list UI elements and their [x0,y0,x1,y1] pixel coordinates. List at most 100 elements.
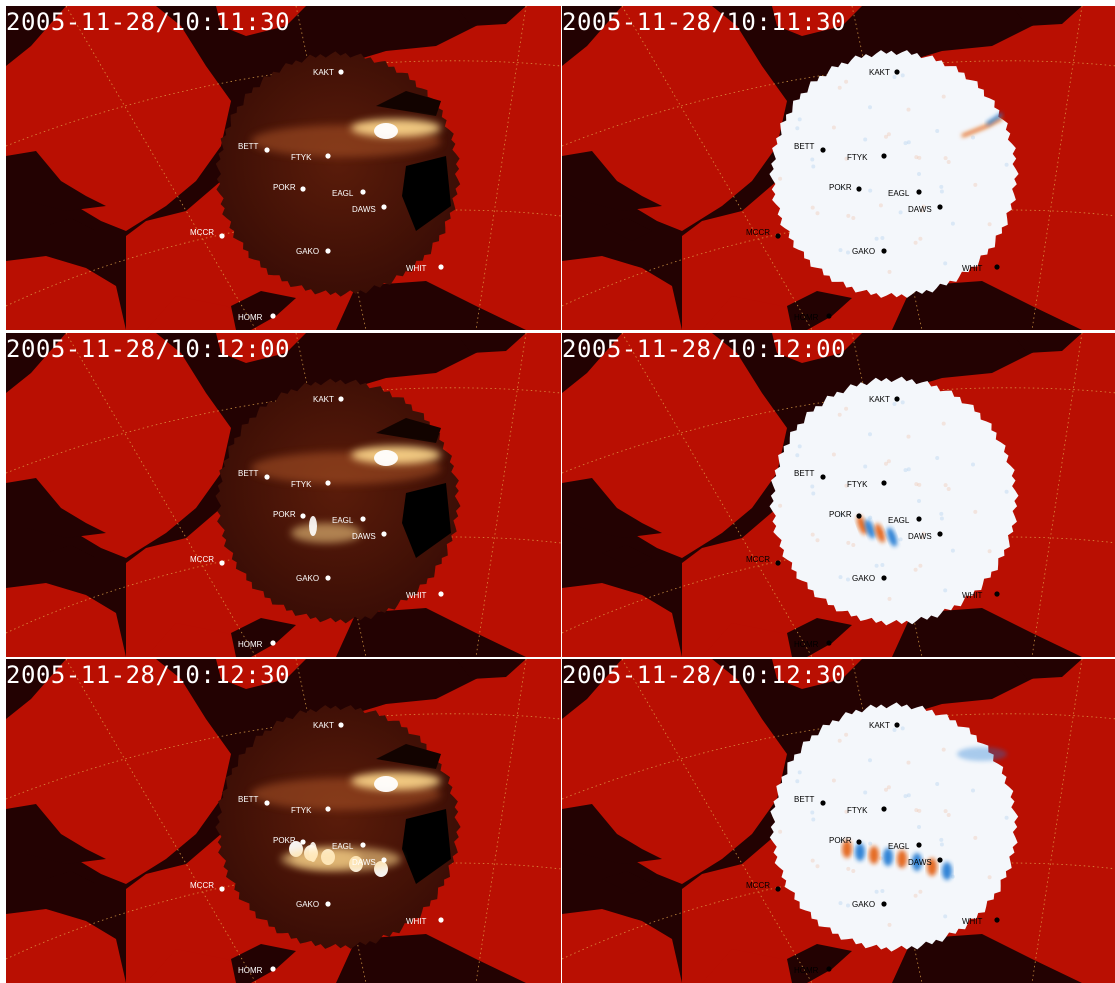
station-mccr: MCCR [190,228,225,239]
diff-speckle [950,548,955,553]
station-label: WHIT [962,591,983,600]
station-markers: KAKT BETT FTYK POKR EAGL DAWS MCCR GAKO WHIT HOMR [190,395,444,649]
station-dot-icon [881,806,887,812]
diff-speckle [884,461,888,466]
diff-speckle [837,85,842,90]
water-polygon [892,281,1082,330]
station-dot-icon [894,69,900,75]
station-pokr: POKR [273,183,306,192]
water-polygon [787,618,852,657]
graticule-line [1031,659,1083,983]
diff-speckle [946,160,951,164]
water-polygon [456,6,526,26]
diff-speckle [886,459,891,464]
asi-disk [215,378,461,624]
diff-speckle [939,842,944,847]
diff-speckle [946,813,951,817]
land-polygon [702,623,812,657]
station-dot-icon [219,560,225,566]
water-polygon [46,545,96,568]
station-dot-icon [264,147,270,153]
station-dot-icon [775,233,781,239]
diff-speckle [920,535,924,540]
diff-speckle [880,889,885,893]
diff-feature [986,112,1003,126]
land-polygon [216,659,306,689]
water-polygon [6,478,106,538]
station-label: DAWS [352,205,376,214]
diff-speckle [914,482,919,487]
station-markers: KAKT BETT FTYK POKR EAGL DAWS MCCR GAKO WHIT HOMR [746,395,1000,649]
station-ftyk: FTYK [847,153,887,162]
diff-speckle [906,140,911,145]
map-canvas: KAKT BETT FTYK POKR EAGL DAWS MCCR GAKO WHIT HOMR [6,659,561,983]
land-polygon [6,909,126,983]
diff-speckle [892,402,897,406]
station-bett: BETT [794,142,826,153]
station-gako: GAKO [296,900,331,909]
station-dot-icon [338,722,344,728]
diff-speckle [815,211,820,216]
station-dot-icon [894,722,900,728]
station-dot-icon [438,264,444,270]
station-label: EAGL [888,842,910,851]
graticule-line [562,387,1115,474]
station-bett: BETT [794,469,826,480]
diff-speckle [846,577,850,582]
diff-speckle [874,889,879,894]
station-label: EAGL [888,189,910,198]
diff-speckle [874,236,879,241]
land-polygon [146,296,256,330]
station-dot-icon [994,591,1000,597]
aurora-arc-core [374,776,398,792]
station-gako: GAKO [296,247,331,256]
station-dot-icon [438,591,444,597]
asi-missing-sector [376,418,441,443]
station-mccr: MCCR [746,555,781,566]
station-gako: GAKO [852,247,887,256]
diff-speckle [831,778,836,783]
station-dot-icon [325,806,331,812]
all-sky-image-mosaic [215,378,461,624]
diff-speckle [811,817,816,822]
land-polygon [6,256,126,330]
diff-speckle [838,901,843,906]
diff-speckle [844,809,849,814]
station-label: HOMR [238,640,263,649]
diff-speckle [795,779,800,784]
water-inlets [562,659,1082,983]
station-bett: BETT [794,795,826,806]
station-label: BETT [238,142,259,151]
station-label: KAKT [313,68,334,77]
difference-map-panel: KAKT BETT FTYK POKR EAGL DAWS MCCR GAKO WHIT HOMR… [562,333,1115,657]
station-label: EAGL [888,516,910,525]
diff-speckle [903,794,908,799]
diff-speckle [844,483,849,488]
diff-speckle [903,141,908,146]
asi-missing-sector [402,809,451,884]
water-polygon [602,871,652,894]
diff-speckle [920,208,924,213]
water-polygon [231,618,296,657]
station-markers: KAKT BETT FTYK POKR EAGL DAWS MCCR GAKO WHIT HOMR [746,721,1000,975]
timestamp-label: 2005-11-28/10:12:30 [6,661,291,689]
diff-speckle [921,857,926,862]
water-polygon [231,944,296,983]
station-label: KAKT [869,721,890,730]
station-dot-icon [360,842,366,848]
station-dot-icon [438,917,444,923]
diff-disk [769,50,1019,298]
diff-speckle [778,176,783,181]
station-mccr: MCCR [746,228,781,239]
station-dot-icon [856,186,862,192]
station-markers: KAKT BETT FTYK POKR EAGL DAWS MCCR GAKO WHIT HOMR [746,68,1000,322]
station-label: DAWS [908,532,932,541]
diff-speckle [914,155,919,160]
station-kakt: KAKT [869,68,900,77]
station-gako: GAKO [852,574,887,583]
graticule-line [562,713,1115,800]
asi-missing-sector [402,156,451,231]
diff-disk [769,376,1019,626]
station-dot-icon [937,531,943,537]
diff-speckle [838,248,843,253]
